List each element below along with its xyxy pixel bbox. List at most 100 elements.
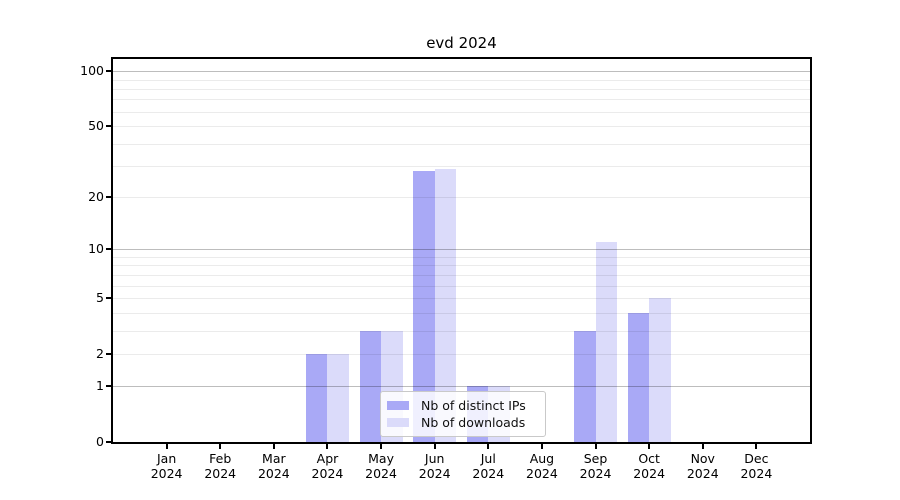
legend-label: Nb of distinct IPs: [421, 398, 526, 413]
year-label: 2024: [418, 466, 451, 481]
bar-downloads-jun: [434, 168, 457, 442]
bar-downloads-oct: [649, 298, 671, 442]
bar-downloads-sep: [595, 242, 618, 442]
x-axis-tick-label: Nov 2024: [676, 451, 730, 481]
year-label: 2024: [633, 466, 666, 481]
y-tick-mark: [106, 385, 111, 388]
chart-title: evd 2024: [426, 34, 497, 52]
y-axis-tick-label: 0: [96, 434, 104, 449]
x-axis-tick-label: Mar 2024: [247, 451, 301, 481]
y-axis-tick-label: 20: [88, 189, 104, 205]
minor-gridline: [113, 126, 810, 128]
minor-gridline: [113, 353, 810, 355]
y-tick-mark: [106, 248, 111, 251]
minor-gridline: [113, 197, 810, 199]
legend-label: Nb of downloads: [421, 415, 526, 430]
month-label: Sep: [583, 451, 608, 466]
y-tick-mark: [106, 297, 111, 300]
y-axis-tick-label: 1: [96, 378, 104, 394]
bar-ips-may: [359, 330, 382, 442]
y-tick-mark: [106, 352, 111, 355]
year-label: 2024: [204, 466, 237, 481]
month-label: Jul: [480, 451, 496, 466]
x-axis-tick-label: Jun 2024: [408, 451, 462, 481]
x-tick-mark: [701, 444, 704, 449]
month-label: Dec: [744, 451, 769, 466]
legend-swatch: [387, 418, 409, 427]
x-tick-mark: [272, 444, 275, 449]
x-axis-tick-label: Feb 2024: [193, 451, 247, 481]
month-label: Jan: [156, 451, 177, 466]
minor-gridline: [113, 166, 810, 168]
bar-ips-sep: [574, 330, 596, 442]
y-axis-tick-label: 100: [80, 63, 104, 79]
year-label: 2024: [150, 466, 183, 481]
year-label: 2024: [579, 466, 612, 481]
month-label: Feb: [209, 451, 232, 466]
legend-item: Nb of distinct IPs: [387, 397, 537, 414]
month-label: Oct: [638, 451, 660, 466]
month-label: Jun: [424, 451, 445, 466]
x-tick-mark: [165, 444, 168, 449]
minor-gridline: [113, 79, 810, 81]
year-label: 2024: [365, 466, 397, 481]
x-axis-tick-label: Sep 2024: [569, 451, 623, 481]
legend-item: Nb of downloads: [387, 414, 537, 431]
x-axis-tick-label: Aug 2024: [515, 451, 569, 481]
month-label: Apr: [316, 451, 339, 466]
y-axis-tick-label: 2: [96, 345, 104, 361]
minor-gridline: [113, 298, 810, 300]
major-gridline: [113, 249, 810, 251]
month-label: Mar: [262, 451, 286, 466]
x-axis-tick-label: Dec 2024: [729, 451, 783, 481]
y-tick-mark: [106, 196, 111, 199]
major-gridline: [113, 386, 810, 388]
x-tick-mark: [755, 444, 758, 449]
year-label: 2024: [311, 466, 344, 481]
month-label: Nov: [690, 451, 715, 466]
minor-gridline: [113, 111, 810, 113]
year-label: 2024: [472, 466, 505, 481]
y-axis-tick-label: 50: [88, 118, 104, 134]
minor-gridline: [113, 274, 810, 276]
bar-ips-oct: [627, 312, 650, 442]
x-axis-tick-label: Jan 2024: [140, 451, 194, 481]
x-tick-mark: [433, 444, 436, 449]
legend-swatch: [387, 401, 409, 410]
x-axis-tick-label: Jul 2024: [461, 451, 515, 481]
x-tick-mark: [648, 444, 651, 449]
x-tick-mark: [326, 444, 329, 449]
month-label: May: [368, 451, 394, 466]
y-tick-mark: [106, 125, 111, 128]
minor-gridline: [113, 265, 810, 267]
x-tick-mark: [540, 444, 543, 449]
minor-gridline: [113, 285, 810, 287]
bar-ips-jun: [413, 171, 435, 442]
minor-gridline: [113, 312, 810, 314]
x-tick-mark: [487, 444, 490, 449]
minor-gridline: [113, 256, 810, 258]
major-gridline: [113, 71, 810, 73]
x-axis-tick-label: Apr 2024: [300, 451, 354, 481]
year-label: 2024: [526, 466, 558, 481]
minor-gridline: [113, 330, 810, 332]
y-tick-mark: [106, 70, 111, 73]
minor-gridline: [113, 143, 810, 145]
bar-downloads-apr: [327, 353, 349, 442]
x-axis-tick-label: Oct 2024: [622, 451, 676, 481]
y-axis-tick-label: 5: [96, 290, 104, 306]
bar-ips-apr: [305, 353, 328, 442]
x-tick-mark: [219, 444, 222, 449]
y-axis-tick-label: 10: [88, 241, 104, 257]
year-label: 2024: [740, 466, 773, 481]
month-label: Aug: [529, 451, 555, 466]
legend: Nb of distinct IPs Nb of downloads: [380, 391, 546, 437]
x-tick-mark: [594, 444, 597, 449]
y-tick-mark: [106, 441, 111, 443]
year-label: 2024: [686, 466, 719, 481]
x-axis-tick-label: May 2024: [354, 451, 408, 481]
year-label: 2024: [257, 466, 290, 481]
minor-gridline: [113, 88, 810, 90]
x-tick-mark: [380, 444, 383, 449]
